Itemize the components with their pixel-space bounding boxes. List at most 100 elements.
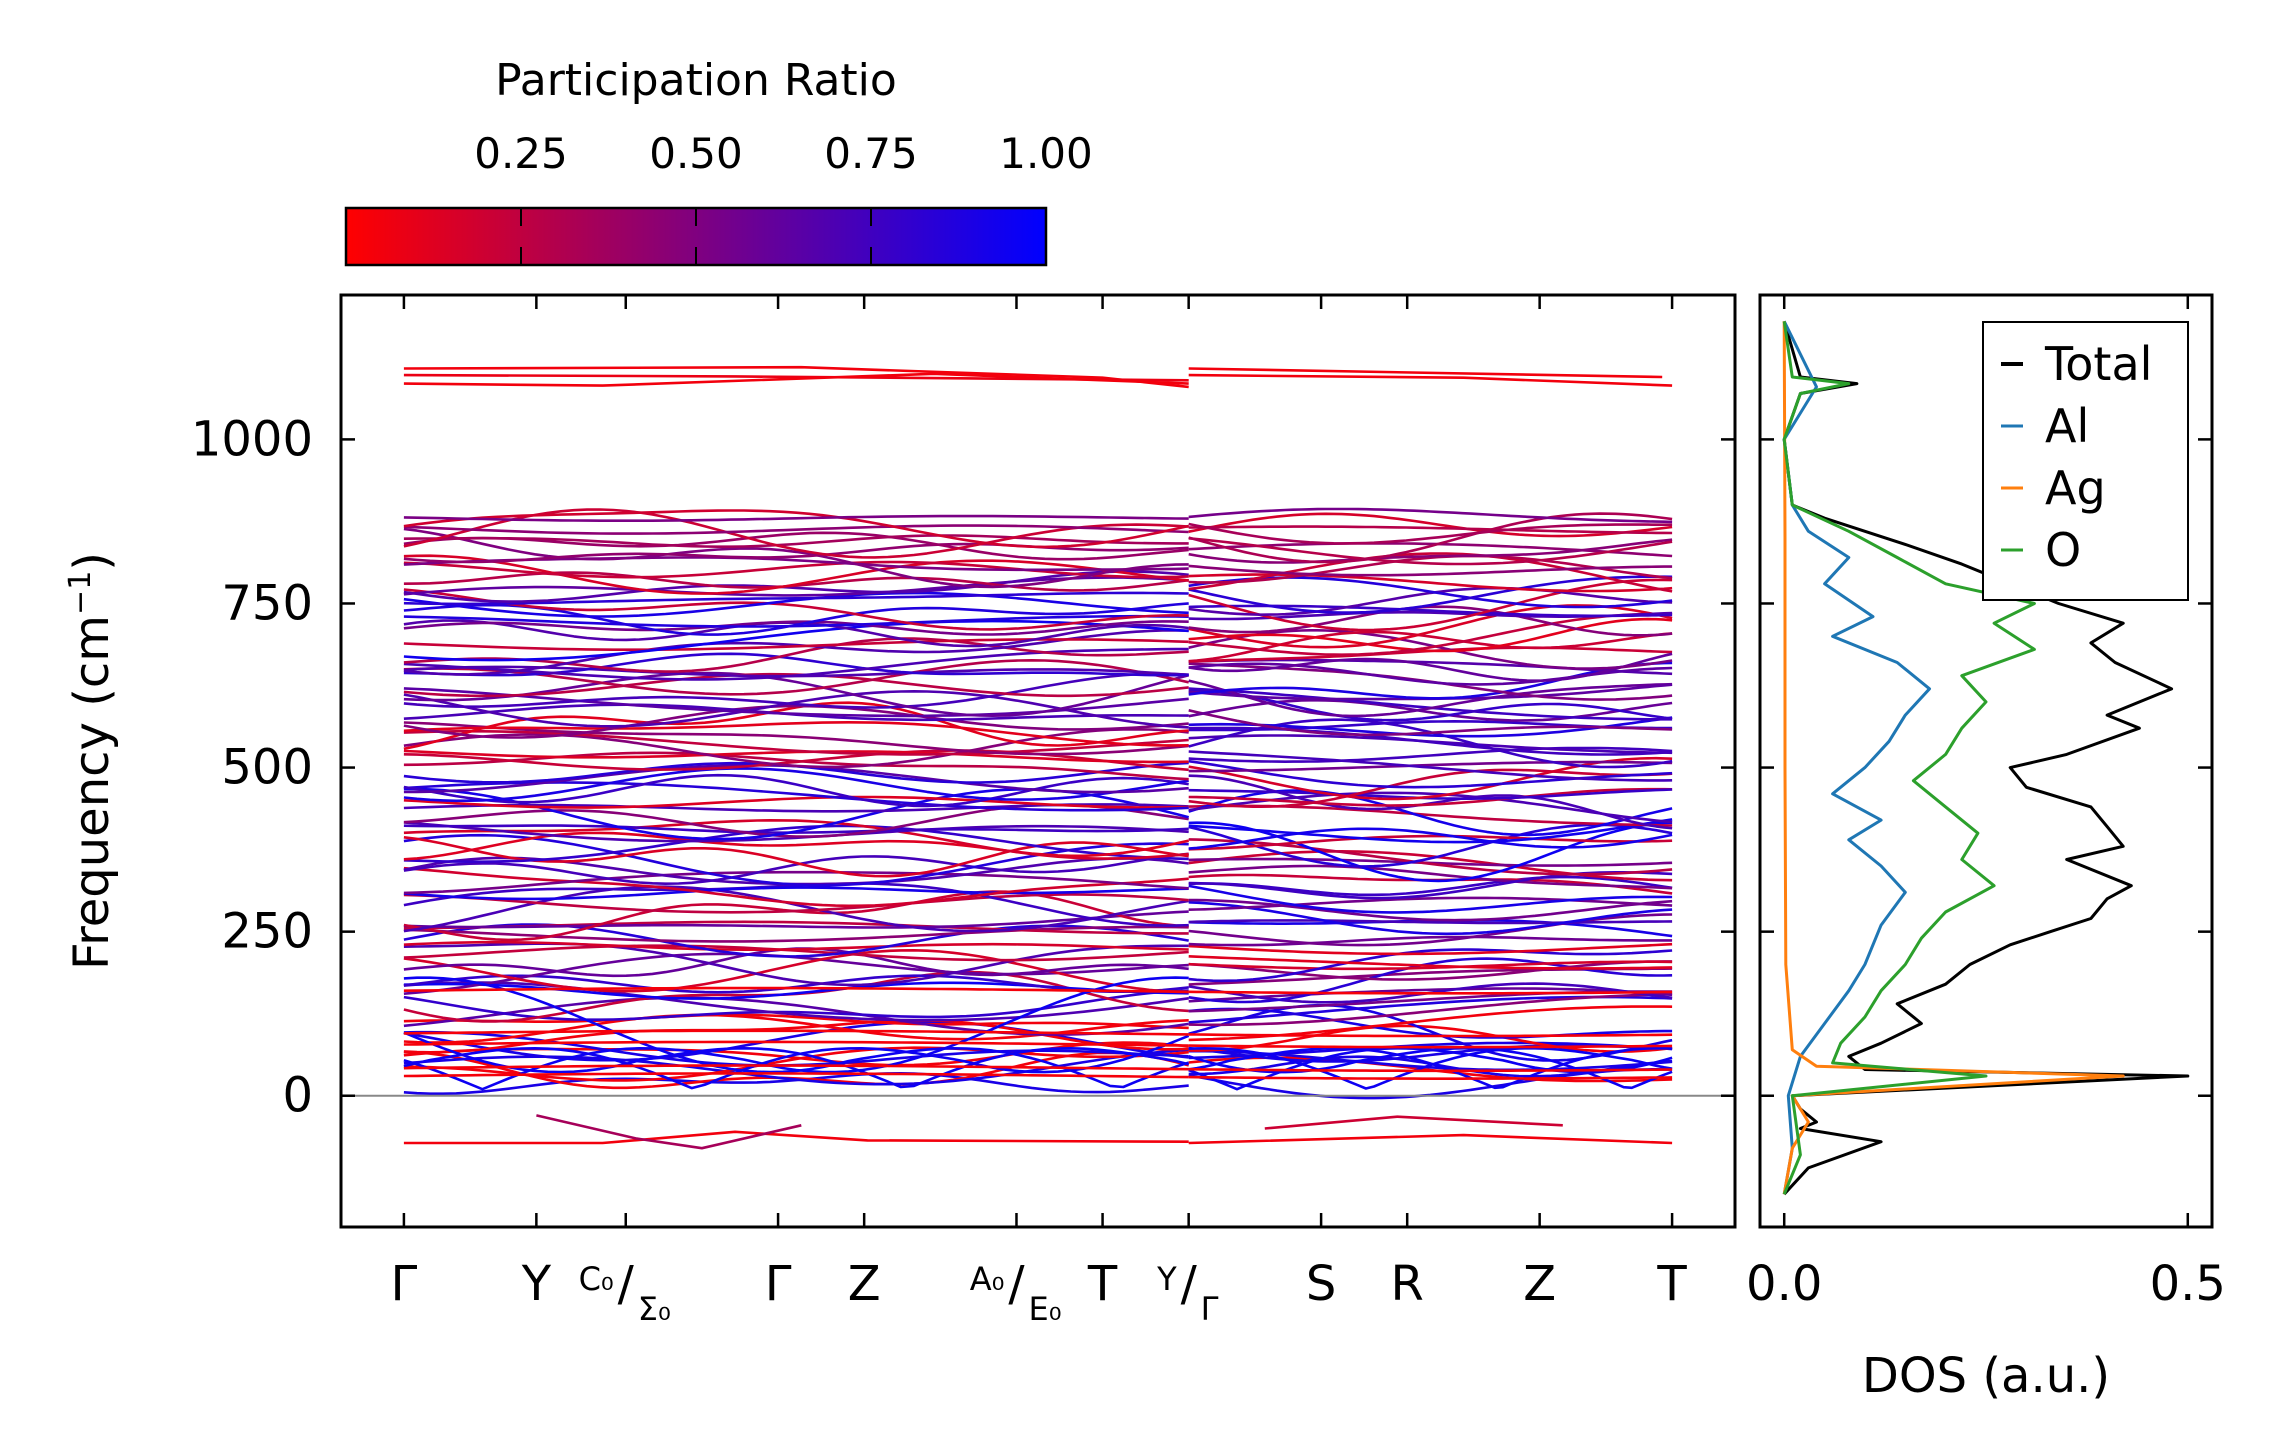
k-point-label: Z (848, 1256, 881, 1312)
band-line (1188, 821, 1673, 883)
band-line (1188, 1133, 1673, 1145)
band-line (1188, 1068, 1673, 1100)
k-point-sup: A₀ (970, 1260, 1005, 1298)
band-line (1188, 955, 1673, 970)
dos-series-total (1782, 320, 2190, 1196)
band-line (1188, 552, 1673, 593)
band-line (1188, 746, 1673, 763)
band-line (1188, 750, 1673, 782)
band-line (1188, 1033, 1673, 1038)
dos-lines (1782, 320, 2190, 1196)
band-line (1188, 788, 1673, 800)
dos-series-al (1782, 320, 1931, 1195)
band-line (403, 672, 1189, 698)
k-point-main: S (1306, 1256, 1336, 1312)
band-line (403, 619, 1189, 662)
band-line (403, 554, 1189, 595)
band-line (1188, 716, 1673, 738)
band-line (1188, 630, 1673, 663)
band-line (403, 1034, 1190, 1090)
band-lines (403, 365, 1673, 1150)
dos-x-tick-label: 0.5 (2150, 1256, 2226, 1312)
band-line (1188, 768, 1673, 808)
y-tick-label: 250 (221, 904, 313, 960)
k-point-label: A₀ / E₀ (970, 1256, 1062, 1328)
dos-series-o (1782, 321, 2036, 1195)
band-x-ticks: Γ Y C₀ / Σ₀ Γ Z A₀ / E₀ T Y / Γ S R Z T (391, 295, 1687, 1328)
legend-label: Total (2044, 337, 2152, 391)
band-line (403, 652, 1189, 677)
band-line (1188, 960, 1673, 971)
k-point-main: Γ (391, 1256, 418, 1312)
colorbar-tick-label: 0.50 (649, 129, 743, 178)
band-line (1188, 538, 1673, 564)
k-point-slash: / (1008, 1256, 1025, 1312)
band-line (1188, 612, 1673, 656)
band-line (1188, 901, 1673, 936)
band-line (403, 721, 1189, 756)
band-line (403, 795, 1189, 809)
colorbar-tick-label: 0.75 (824, 129, 918, 178)
band-line (403, 1072, 1189, 1079)
k-point-label: T (1087, 1256, 1118, 1312)
band-line (403, 588, 1189, 631)
k-point-label: Γ (391, 1256, 418, 1312)
band-line (403, 531, 1189, 561)
band-line (536, 1114, 802, 1150)
k-point-sub: E₀ (1028, 1290, 1061, 1328)
band-line (403, 1020, 1189, 1062)
band-line (403, 372, 1189, 387)
band-line (1188, 948, 1673, 983)
band-line (403, 866, 1189, 908)
band-line (403, 647, 1189, 681)
legend-label: Ag (2045, 461, 2106, 515)
band-line (1188, 564, 1673, 577)
legend-label: Al (2045, 399, 2089, 453)
band-line (1188, 605, 1673, 637)
band-line (403, 1013, 1189, 1030)
band-line (1188, 993, 1673, 1027)
band-line (1188, 760, 1673, 773)
band-line (403, 910, 1189, 929)
band-line (1188, 709, 1673, 737)
band-line (403, 1040, 1189, 1047)
band-line (403, 949, 1189, 994)
legend-label: O (2045, 523, 2081, 577)
band-line (1188, 1024, 1673, 1053)
dos-series-ag (1782, 321, 2125, 1195)
band-line (1188, 542, 1673, 558)
band-line (403, 1064, 1189, 1071)
band-line (1188, 507, 1673, 524)
band-line (1188, 367, 1663, 379)
band-line (403, 1029, 1189, 1036)
band-line (1188, 617, 1673, 653)
k-point-label: C₀ / Σ₀ (579, 1256, 671, 1328)
band-line (1188, 1067, 1673, 1073)
legend-box (1982, 321, 2189, 601)
ylabel-close: ) (64, 552, 120, 571)
band-line (403, 1031, 1190, 1089)
band-line (1188, 850, 1673, 882)
ylabel-base: Frequency (cm (64, 615, 120, 970)
band-line (1188, 1047, 1673, 1090)
band-line (1188, 787, 1673, 807)
band-line (403, 576, 1189, 597)
band-line (403, 672, 1189, 709)
band-line (403, 721, 1189, 747)
ylabel-sup: −1 (63, 571, 98, 615)
band-line (403, 591, 1189, 606)
k-point-main: Γ (765, 1256, 792, 1312)
band-line (403, 996, 1189, 1036)
band-line (403, 730, 1189, 756)
band-line (1188, 827, 1673, 850)
band-line (1188, 818, 1673, 844)
y-tick-label: 0 (282, 1068, 313, 1124)
dos-axes-frame (1758, 293, 2214, 1229)
k-point-label: T (1656, 1256, 1687, 1312)
band-line (403, 749, 1189, 772)
band-line (403, 981, 1189, 1022)
k-point-main: Y (521, 1256, 552, 1312)
band-line (1188, 875, 1673, 897)
band-line (1188, 942, 1673, 956)
